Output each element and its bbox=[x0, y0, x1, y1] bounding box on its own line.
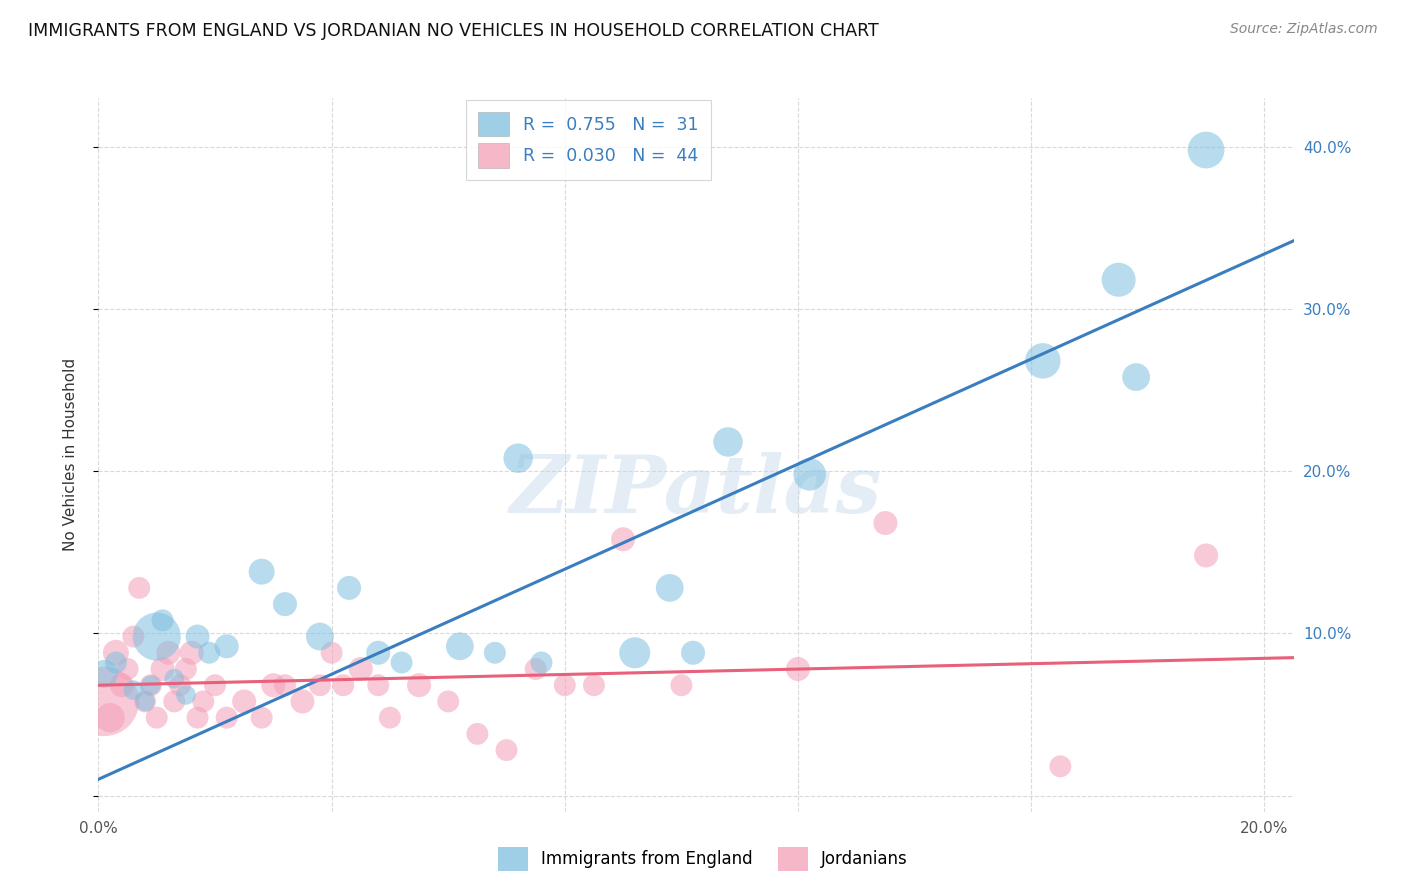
Point bbox=[530, 656, 553, 670]
Point bbox=[787, 662, 810, 676]
Point bbox=[274, 678, 297, 692]
Point bbox=[291, 694, 314, 708]
Point bbox=[215, 711, 238, 725]
Point bbox=[93, 694, 115, 708]
Y-axis label: No Vehicles in Household: No Vehicles in Household bbox=[63, 359, 77, 551]
Point bbox=[104, 656, 127, 670]
Point bbox=[152, 613, 174, 627]
Point bbox=[250, 565, 273, 579]
Point bbox=[134, 694, 156, 708]
Point bbox=[332, 678, 354, 692]
Point bbox=[449, 640, 471, 654]
Point bbox=[612, 533, 634, 547]
Point bbox=[145, 630, 167, 644]
Point bbox=[139, 678, 162, 692]
Point bbox=[122, 630, 145, 644]
Point bbox=[174, 662, 197, 676]
Point bbox=[193, 694, 215, 708]
Legend: R =  0.755   N =  31, R =  0.030   N =  44: R = 0.755 N = 31, R = 0.030 N = 44 bbox=[465, 100, 710, 180]
Point bbox=[262, 678, 284, 692]
Point bbox=[139, 678, 162, 692]
Point bbox=[111, 678, 134, 692]
Point bbox=[367, 678, 389, 692]
Point bbox=[1108, 273, 1130, 287]
Point bbox=[134, 694, 156, 708]
Point bbox=[98, 711, 121, 725]
Point bbox=[163, 694, 186, 708]
Point bbox=[1125, 370, 1147, 384]
Point bbox=[250, 711, 273, 725]
Point bbox=[717, 434, 740, 449]
Point bbox=[350, 662, 373, 676]
Point bbox=[174, 688, 197, 702]
Point bbox=[180, 646, 202, 660]
Point bbox=[152, 662, 174, 676]
Point bbox=[658, 581, 681, 595]
Text: IMMIGRANTS FROM ENGLAND VS JORDANIAN NO VEHICLES IN HOUSEHOLD CORRELATION CHART: IMMIGRANTS FROM ENGLAND VS JORDANIAN NO … bbox=[28, 22, 879, 40]
Point bbox=[186, 711, 208, 725]
Point bbox=[169, 678, 191, 692]
Point bbox=[274, 597, 297, 611]
Point bbox=[215, 640, 238, 654]
Point bbox=[524, 662, 547, 676]
Point bbox=[682, 646, 704, 660]
Point bbox=[799, 467, 821, 482]
Point bbox=[122, 683, 145, 698]
Legend: Immigrants from England, Jordanians: Immigrants from England, Jordanians bbox=[489, 839, 917, 880]
Point bbox=[554, 678, 576, 692]
Point bbox=[367, 646, 389, 660]
Point bbox=[508, 451, 530, 466]
Point bbox=[1032, 354, 1054, 368]
Point bbox=[484, 646, 506, 660]
Text: Source: ZipAtlas.com: Source: ZipAtlas.com bbox=[1230, 22, 1378, 37]
Point bbox=[1195, 549, 1218, 563]
Point bbox=[117, 662, 139, 676]
Point bbox=[321, 646, 343, 660]
Point bbox=[391, 656, 413, 670]
Point bbox=[495, 743, 517, 757]
Point bbox=[875, 516, 897, 530]
Point bbox=[309, 678, 332, 692]
Point bbox=[671, 678, 693, 692]
Point bbox=[104, 646, 127, 660]
Point bbox=[408, 678, 430, 692]
Point bbox=[145, 711, 167, 725]
Point bbox=[128, 581, 150, 595]
Point bbox=[437, 694, 460, 708]
Point bbox=[93, 666, 115, 681]
Point bbox=[582, 678, 605, 692]
Text: ZIPatlas: ZIPatlas bbox=[510, 452, 882, 529]
Point bbox=[1195, 143, 1218, 157]
Point bbox=[623, 646, 645, 660]
Point bbox=[467, 727, 489, 741]
Point bbox=[378, 711, 401, 725]
Point bbox=[198, 646, 221, 660]
Point bbox=[157, 646, 180, 660]
Point bbox=[233, 694, 256, 708]
Point bbox=[204, 678, 226, 692]
Point bbox=[337, 581, 360, 595]
Point bbox=[309, 630, 332, 644]
Point bbox=[1049, 759, 1071, 773]
Point bbox=[163, 672, 186, 686]
Point bbox=[186, 630, 208, 644]
